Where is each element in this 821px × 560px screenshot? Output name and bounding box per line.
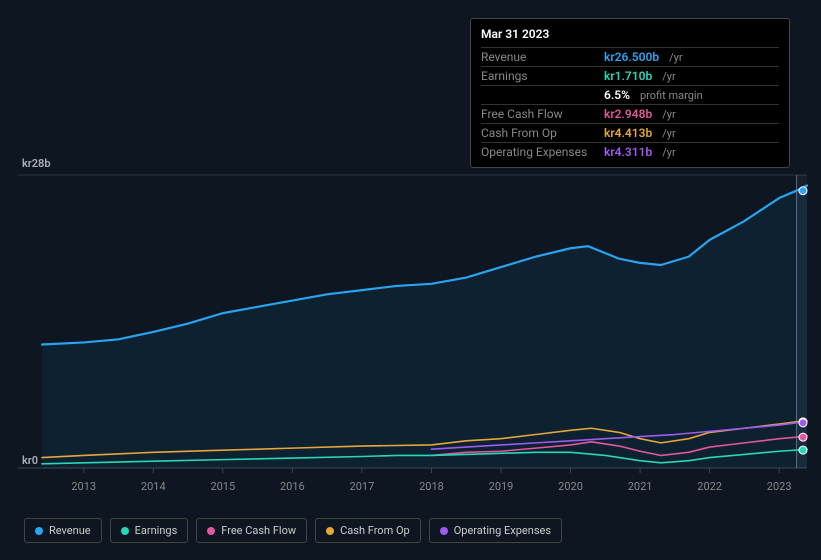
legend-item-earnings[interactable]: Earnings [110,518,189,543]
legend-item-operating-expenses[interactable]: Operating Expenses [429,518,562,543]
legend-dot-icon [326,527,334,535]
y-axis-top-label: kr28b [22,157,51,170]
tooltip-metric-label: Cash From Op [481,126,596,140]
tooltip-metric-value: kr4.413b [604,126,652,140]
y-axis-bottom-label: kr0 [22,454,38,467]
tooltip-date: Mar 31 2023 [481,25,779,47]
x-tick-label: 2017 [350,480,375,493]
tooltip-row: Earnings kr1.710b/yr [481,66,779,85]
hover-tooltip: Mar 31 2023 Revenue kr26.500b/yr Earnings k… [470,18,790,168]
tooltip-metric-unit: /yr [662,108,675,121]
tooltip-metric-unit: /yr [669,51,682,64]
x-tick-label: 2023 [767,480,792,493]
x-tick-label: 2019 [489,480,514,493]
tooltip-metric-value: kr1.710b [604,69,652,83]
tooltip-metric-unit: /yr [662,146,675,159]
tooltip-row: Revenue kr26.500b/yr [481,47,779,66]
tooltip-row: Free Cash Flow kr2.948b/yr [481,104,779,123]
legend-label: Operating Expenses [454,524,551,537]
legend-dot-icon [207,527,215,535]
legend-item-revenue[interactable]: Revenue [24,518,102,543]
legend-label: Free Cash Flow [221,524,296,537]
x-tick-label: 2022 [697,480,722,493]
tooltip-row: 6.5% profit margin [481,85,779,104]
x-tick-label: 2016 [280,480,305,493]
tooltip-metric-value: 6.5% [604,88,630,102]
tooltip-row: Operating Expenses kr4.311b/yr [481,142,779,161]
tooltip-metric-unit: profit margin [640,89,703,102]
tooltip-metric-value: kr2.948b [604,107,652,121]
chart-legend: Revenue Earnings Free Cash Flow Cash From O… [24,518,562,543]
x-tick-label: 2013 [71,480,96,493]
x-tick-label: 2020 [558,480,583,493]
x-tick-label: 2018 [419,480,444,493]
tooltip-metric-label: Earnings [481,69,596,83]
tooltip-metric-label: Operating Expenses [481,145,596,159]
tooltip-metric-value: kr26.500b [604,50,659,64]
legend-label: Earnings [135,524,178,537]
legend-item-free-cash-flow[interactable]: Free Cash Flow [196,518,307,543]
legend-dot-icon [121,527,129,535]
legend-item-cash-from-op[interactable]: Cash From Op [315,518,421,543]
x-tick-label: 2021 [628,480,653,493]
legend-dot-icon [35,527,43,535]
legend-dot-icon [440,527,448,535]
legend-label: Revenue [49,524,91,537]
tooltip-row: Cash From Op kr4.413b/yr [481,123,779,142]
financial-chart-panel: kr28b kr0 2013 2014 2015 2016 2017 2018 2019 20… [0,0,821,560]
tooltip-metric-label: Revenue [481,50,596,64]
tooltip-metric-label: Free Cash Flow [481,107,596,121]
x-tick-label: 2014 [141,480,166,493]
x-tick-label: 2015 [210,480,235,493]
tooltip-metric-value: kr4.311b [604,145,652,159]
tooltip-metric-unit: /yr [662,127,675,140]
tooltip-metric-unit: /yr [662,70,675,83]
legend-label: Cash From Op [340,524,410,537]
